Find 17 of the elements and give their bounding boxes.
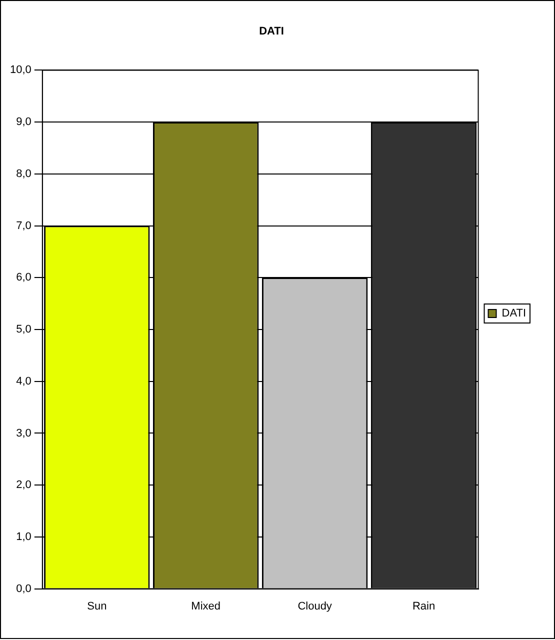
y-tick-label: 5,0 (16, 324, 32, 336)
y-tick-label: 2,0 (16, 479, 32, 492)
y-tick-label: 4,0 (16, 375, 32, 388)
y-tick-label: 3,0 (16, 427, 32, 440)
legend-label: DATI (502, 308, 526, 320)
y-tick-label: 0,0 (16, 582, 32, 595)
y-tick-label: 9,0 (16, 116, 32, 128)
y-tick-label: 1,0 (16, 530, 32, 543)
y-tick-label: 7,0 (16, 220, 32, 232)
x-tick-label: Sun (87, 600, 107, 612)
x-tick-label: Rain (412, 600, 436, 612)
x-tick-label: Mixed (191, 600, 221, 612)
y-tick-label: 10,0 (10, 64, 32, 76)
chart-title: DATI (259, 26, 284, 38)
x-tick-label: Cloudy (298, 600, 332, 612)
y-tick-label: 8,0 (16, 168, 32, 180)
y-tick-label: 6,0 (16, 272, 32, 284)
